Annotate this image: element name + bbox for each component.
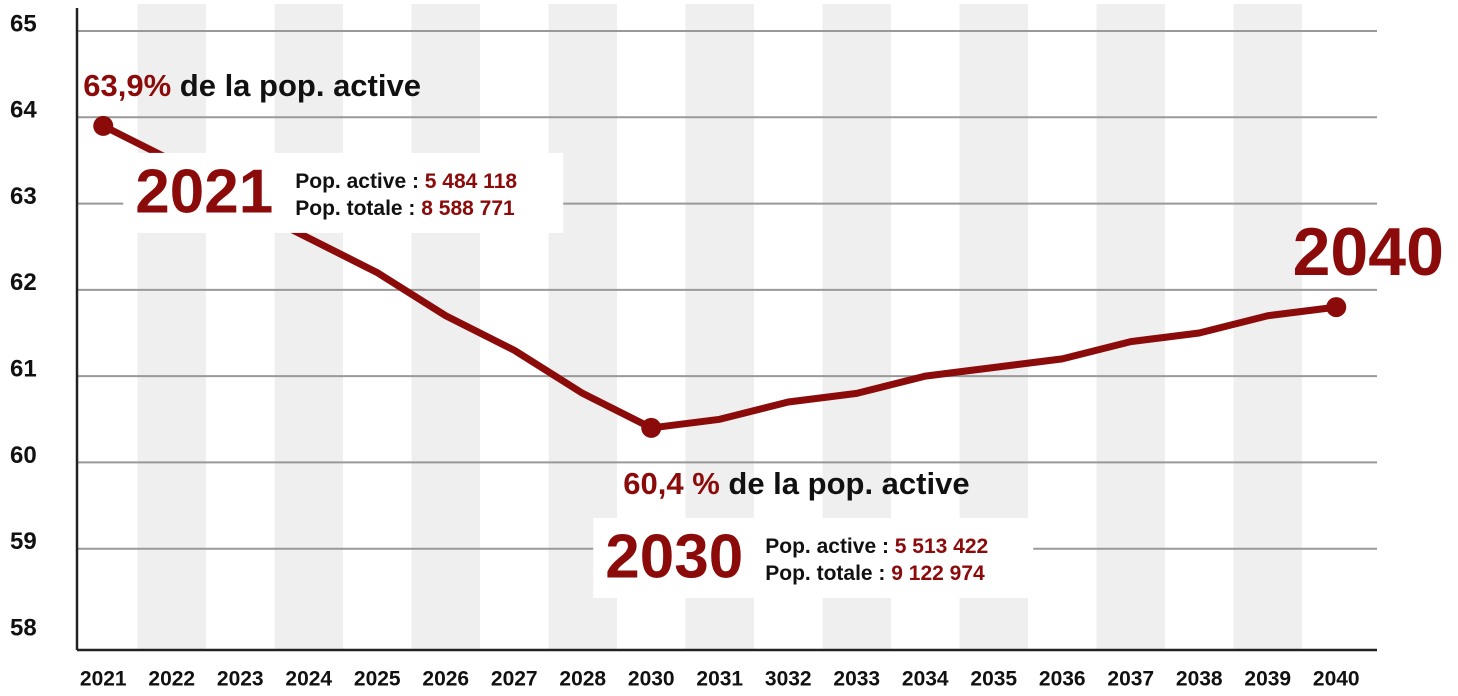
annotation-text: de la pop. active xyxy=(180,68,421,103)
annotation-pct-line: 63,9% de la pop. active xyxy=(83,68,421,103)
y-tick-label: 65 xyxy=(10,10,37,37)
x-tick-label: 2026 xyxy=(422,668,469,691)
x-tick-label: 2024 xyxy=(285,668,332,691)
y-tick-label: 61 xyxy=(10,355,37,382)
detail-value: 8 588 771 xyxy=(421,196,515,219)
detail-label: Pop. active : xyxy=(295,169,419,192)
x-tick-label: 2035 xyxy=(970,668,1017,691)
y-tick-label: 63 xyxy=(10,183,37,210)
data-point xyxy=(641,417,662,438)
column-stripe xyxy=(137,4,206,650)
detail-label: Pop. active : xyxy=(765,534,889,557)
x-tick-label: 2038 xyxy=(1176,668,1223,691)
annotation-year: 2021 xyxy=(135,157,273,226)
annotation-text: de la pop. active xyxy=(728,466,969,501)
x-tick-label: 2036 xyxy=(1039,668,1086,691)
annotation-box xyxy=(123,152,564,233)
column-stripe xyxy=(1096,4,1165,650)
annotation-detail: Pop. active : 5 513 422 xyxy=(765,534,988,557)
x-tick-label: 2037 xyxy=(1107,668,1154,691)
annotation-detail: Pop. totale : 8 588 771 xyxy=(295,196,515,219)
detail-label: Pop. totale : xyxy=(295,196,415,219)
x-tick-label: 2027 xyxy=(491,668,538,691)
annotation-pct: 63,9% xyxy=(83,68,171,103)
data-line xyxy=(101,122,1337,432)
detail-label: Pop. totale : xyxy=(765,561,885,584)
data-point xyxy=(93,115,114,136)
x-tick-label: 2033 xyxy=(833,668,880,691)
x-tick-label: 2023 xyxy=(217,668,264,691)
y-tick-label: 62 xyxy=(10,269,37,296)
y-tick-label: 64 xyxy=(10,97,37,124)
x-tick-label: 2021 xyxy=(80,668,127,691)
annotation-year: 2030 xyxy=(605,522,743,591)
x-tick-label: 2025 xyxy=(354,668,401,691)
annotation-year: 2040 xyxy=(1293,214,1444,290)
column-stripe xyxy=(1233,4,1302,650)
annotation-pct-line: 60,4 % de la pop. active xyxy=(623,466,969,501)
x-tick-label: 2028 xyxy=(559,668,606,691)
annotation-detail: Pop. totale : 9 122 974 xyxy=(765,561,985,584)
data-point xyxy=(1326,297,1347,318)
x-tick-label: 2030 xyxy=(628,668,675,691)
detail-value: 5 484 118 xyxy=(425,169,518,192)
annotation-pct: 60,4 % xyxy=(623,466,720,501)
x-tick-label: 2022 xyxy=(148,668,195,691)
x-tick-label: 2031 xyxy=(696,668,743,691)
y-tick-label: 58 xyxy=(10,614,37,641)
y-tick-label: 59 xyxy=(10,528,37,555)
detail-value: 5 513 422 xyxy=(895,534,988,557)
x-tick-label: 2034 xyxy=(902,668,949,691)
detail-value: 9 122 974 xyxy=(891,561,985,584)
annotation-detail: Pop. active : 5 484 118 xyxy=(295,169,517,192)
x-tick-label: 2040 xyxy=(1313,668,1360,691)
x-tick-label: 3032 xyxy=(765,668,812,691)
x-tick-label: 2039 xyxy=(1244,668,1291,691)
annotation-box xyxy=(593,517,1034,598)
y-tick-label: 60 xyxy=(10,442,37,469)
column-stripe xyxy=(274,4,343,650)
